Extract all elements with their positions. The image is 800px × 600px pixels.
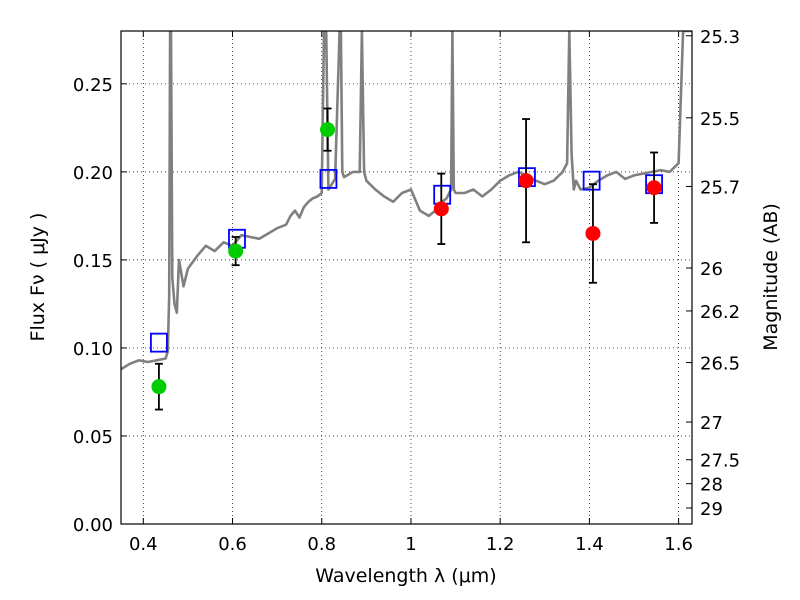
model-square <box>319 168 338 189</box>
right-tick-label: 25.5 <box>700 109 740 130</box>
x-tick-label: 1.6 <box>664 534 693 555</box>
right-tick-label: 26.2 <box>700 302 740 323</box>
model-square <box>150 332 168 353</box>
observed-point <box>585 225 601 241</box>
observed-point <box>646 180 662 196</box>
axis-ticks: 0.4 0.6 0.8 1 1.2 1.4 1.6 0.00 0.05 0.10 0.15 0.20 0… <box>73 27 740 555</box>
x-tick-label: 0.6 <box>218 534 247 555</box>
x-axis-label: Wavelength λ (μm) <box>315 565 496 587</box>
spectrum-line <box>121 31 692 371</box>
x-tick-label: 1.2 <box>486 534 515 555</box>
x-tick-label: 1 <box>405 534 416 555</box>
observed-point <box>518 173 534 189</box>
right-tick-label: 26 <box>700 259 723 280</box>
y-tick-label: 0.25 <box>73 75 113 96</box>
right-tick-label: 25.3 <box>700 27 740 48</box>
right-tick-label: 26.5 <box>700 354 740 375</box>
x-tick-label: 1.4 <box>575 534 604 555</box>
right-tick-label: 27.5 <box>700 451 740 472</box>
right-axis-label: Magnitude (AB) <box>760 203 782 351</box>
y-tick-label: 0.10 <box>73 339 113 360</box>
observed-point <box>151 379 167 395</box>
observed-point <box>433 201 449 217</box>
y-tick-label: 0.00 <box>73 515 113 536</box>
right-tick-label: 27 <box>700 413 723 434</box>
y-tick-label: 0.20 <box>73 163 113 184</box>
x-tick-label: 0.8 <box>307 534 336 555</box>
plot-frame <box>120 30 693 525</box>
y-tick-label: 0.05 <box>73 427 113 448</box>
observed-point <box>320 122 336 138</box>
observed-point <box>228 243 244 259</box>
right-tick-label: 28 <box>700 475 723 496</box>
y-axis-label: Flux Fν ( μJy ) <box>27 213 49 342</box>
y-tick-label: 0.15 <box>73 251 113 272</box>
right-tick-label: 29 <box>700 499 723 520</box>
x-tick-label: 0.4 <box>129 534 158 555</box>
model-square <box>582 170 601 191</box>
right-tick-label: 25.7 <box>700 177 740 198</box>
